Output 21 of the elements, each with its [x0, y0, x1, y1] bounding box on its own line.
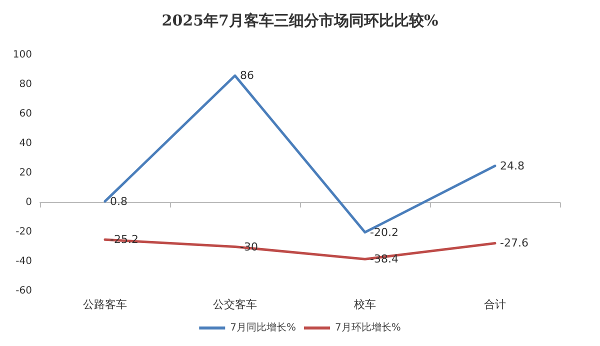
x-tick-label: 合计: [484, 298, 506, 311]
y-tick-label: 0: [26, 197, 32, 208]
y-tick-label: 60: [19, 108, 32, 120]
chart-title: 2025年7月客车三细分市场同环比比较%: [162, 12, 438, 30]
y-tick-label: -20: [16, 226, 32, 238]
data-label: 0.8: [110, 194, 128, 208]
data-label: 24.8: [500, 159, 524, 172]
x-tick-label: 公路客车: [83, 298, 127, 311]
legend-label: 7月同比增长%: [230, 322, 296, 334]
x-tick-label: 校车: [353, 298, 376, 311]
y-tick-label: 80: [19, 79, 32, 90]
y-tick-label: 100: [12, 50, 32, 60]
y-tick-label: 40: [19, 138, 32, 149]
data-label: -20.2: [370, 226, 398, 239]
data-label: -27.6: [500, 236, 528, 250]
y-tick-label: -60: [16, 286, 32, 296]
data-label: 86: [240, 69, 254, 82]
legend-label: 7月环比增长%: [335, 322, 401, 334]
x-tick-label: 公交客车: [213, 298, 257, 311]
y-tick-label: -40: [16, 256, 32, 267]
y-tick-label: 20: [19, 168, 32, 178]
